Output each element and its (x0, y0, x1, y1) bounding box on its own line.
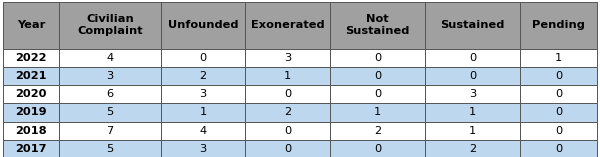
Text: 5: 5 (107, 107, 114, 117)
Bar (425, 67, 520, 85)
Bar (425, 2, 520, 49)
Text: 3: 3 (200, 89, 207, 99)
Text: 4: 4 (107, 53, 113, 63)
Bar (3, 122, 59, 140)
Bar (59, 85, 161, 103)
Text: Sustained: Sustained (440, 20, 505, 30)
Bar (59, 103, 161, 122)
Bar (3, 140, 59, 157)
Bar (330, 122, 425, 140)
Bar (520, 49, 597, 67)
Bar (425, 85, 520, 103)
Text: 0: 0 (374, 71, 381, 81)
Bar (330, 2, 425, 49)
Text: 0: 0 (374, 53, 381, 63)
Bar (59, 67, 161, 85)
Text: 0: 0 (374, 89, 381, 99)
Text: Exonerated: Exonerated (251, 20, 325, 30)
Bar (161, 49, 245, 67)
Bar (3, 103, 59, 122)
Text: 0: 0 (555, 107, 562, 117)
Text: 0: 0 (555, 71, 562, 81)
Text: 2020: 2020 (16, 89, 47, 99)
Text: 0: 0 (284, 144, 292, 154)
Bar (59, 49, 161, 67)
Bar (425, 49, 520, 67)
Bar (3, 67, 59, 85)
Text: 1: 1 (374, 107, 381, 117)
Bar (520, 67, 597, 85)
Text: 6: 6 (107, 89, 113, 99)
Bar (161, 85, 245, 103)
Text: 2022: 2022 (16, 53, 47, 63)
Text: 7: 7 (107, 126, 114, 136)
Bar (161, 103, 245, 122)
Text: 2: 2 (469, 144, 476, 154)
Text: 2: 2 (374, 126, 381, 136)
Bar (520, 85, 597, 103)
Text: 0: 0 (374, 144, 381, 154)
Text: 3: 3 (284, 53, 292, 63)
Text: 1: 1 (200, 107, 207, 117)
Bar (330, 103, 425, 122)
Bar (3, 49, 59, 67)
Text: 4: 4 (200, 126, 207, 136)
Text: 3: 3 (107, 71, 114, 81)
Text: Not
Sustained: Not Sustained (346, 14, 410, 36)
Bar (161, 2, 245, 49)
Bar (520, 140, 597, 157)
Bar (59, 2, 161, 49)
Text: 1: 1 (284, 71, 292, 81)
Bar (161, 140, 245, 157)
Text: 2021: 2021 (16, 71, 47, 81)
Bar (425, 122, 520, 140)
Bar (245, 122, 330, 140)
Bar (330, 49, 425, 67)
Text: 5: 5 (107, 144, 114, 154)
Bar (245, 140, 330, 157)
Bar (330, 67, 425, 85)
Text: 3: 3 (200, 144, 207, 154)
Text: 0: 0 (284, 126, 292, 136)
Bar (520, 2, 597, 49)
Text: 0: 0 (284, 89, 292, 99)
Bar (3, 85, 59, 103)
Text: Pending: Pending (532, 20, 585, 30)
Text: Civilian
Complaint: Civilian Complaint (77, 14, 143, 36)
Bar (330, 140, 425, 157)
Text: 0: 0 (555, 89, 562, 99)
Bar (59, 140, 161, 157)
Bar (245, 2, 330, 49)
Text: Unfounded: Unfounded (168, 20, 238, 30)
Text: 2019: 2019 (16, 107, 47, 117)
Bar (245, 49, 330, 67)
Text: Year: Year (17, 20, 46, 30)
Text: 2: 2 (200, 71, 207, 81)
Text: 0: 0 (555, 126, 562, 136)
Text: 3: 3 (469, 89, 476, 99)
Bar (161, 122, 245, 140)
Text: 2: 2 (284, 107, 292, 117)
Bar (3, 2, 59, 49)
Bar (245, 67, 330, 85)
Text: 2017: 2017 (16, 144, 47, 154)
Bar (59, 122, 161, 140)
Text: 0: 0 (469, 53, 476, 63)
Text: 0: 0 (555, 144, 562, 154)
Bar (520, 122, 597, 140)
Text: 1: 1 (469, 126, 476, 136)
Bar (425, 103, 520, 122)
Text: 1: 1 (469, 107, 476, 117)
Bar (161, 67, 245, 85)
Text: 0: 0 (469, 71, 476, 81)
Text: 2018: 2018 (16, 126, 47, 136)
Bar (520, 103, 597, 122)
Text: 0: 0 (200, 53, 207, 63)
Bar (245, 103, 330, 122)
Bar (245, 85, 330, 103)
Bar (425, 140, 520, 157)
Text: 1: 1 (555, 53, 562, 63)
Bar (330, 85, 425, 103)
